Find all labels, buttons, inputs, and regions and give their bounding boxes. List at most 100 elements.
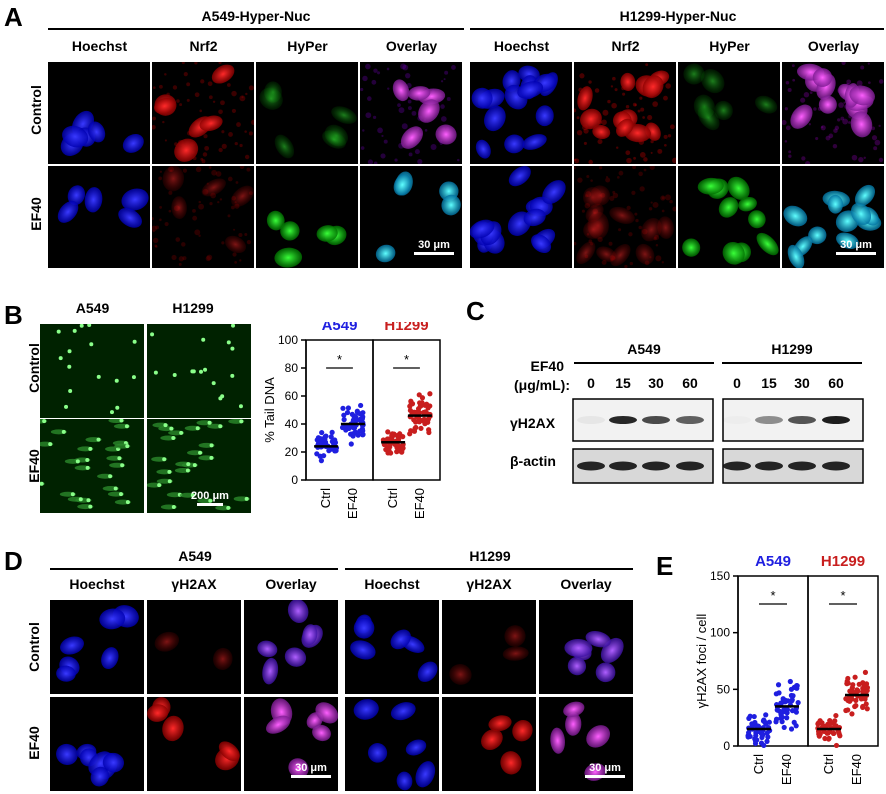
data-point	[389, 432, 395, 438]
group-title: H1299	[384, 322, 428, 334]
panel-c-h2ax-band	[755, 416, 783, 424]
panel-a-group-title-a549: A549-Hyper-Nuc	[201, 8, 311, 24]
panel-c-dose-label: 30	[794, 375, 810, 391]
data-point	[833, 712, 839, 719]
data-point	[387, 444, 393, 450]
panel-c-dose-label: 0	[733, 375, 741, 391]
panel-d-col-hoechst: Hoechst	[69, 576, 125, 592]
significance-mark: *	[404, 352, 409, 367]
y-tick-label: 50	[717, 682, 731, 696]
group-box	[807, 575, 879, 747]
panel-d-scalebar-2: 30 μm	[585, 762, 625, 778]
panel-a-micrograph	[782, 166, 884, 268]
data-point	[755, 723, 762, 729]
x-category-label: EF40	[412, 488, 427, 519]
panel-d-micrograph	[442, 600, 536, 694]
panel-a-micrograph	[470, 62, 572, 164]
y-axis-label: % Tail DNA	[262, 377, 277, 443]
data-point	[341, 417, 347, 423]
panel-c-actin-band	[788, 461, 816, 471]
y-tick-label: 40	[285, 417, 299, 431]
data-point	[400, 434, 406, 440]
panel-c-h2ax-band	[642, 416, 670, 424]
panel-c-band-label-h2ax: γH2AX	[510, 415, 556, 431]
data-point	[752, 736, 758, 742]
panel-d-row-control: Control	[26, 622, 42, 672]
panel-c-dose-label: 60	[828, 375, 844, 391]
panel-c-h2ax-band	[609, 416, 637, 424]
panel-a-row-control: Control	[28, 85, 44, 135]
data-point	[416, 419, 422, 425]
panel-e-label: E	[656, 551, 674, 581]
x-category-label: Ctrl	[821, 754, 836, 774]
data-point	[860, 689, 866, 695]
panel-a-micrograph	[48, 62, 150, 164]
group-box	[372, 339, 441, 481]
data-point	[781, 724, 787, 731]
data-point	[765, 734, 771, 740]
panel-c-actin-band	[577, 461, 605, 471]
data-point	[825, 721, 831, 727]
data-point	[845, 675, 851, 682]
panel-b-comet-image	[147, 324, 251, 418]
panel-d-micrograph	[539, 600, 633, 694]
data-point	[847, 698, 853, 704]
y-tick-label: 80	[285, 361, 299, 375]
data-point	[762, 719, 768, 725]
group-title: A549	[322, 322, 358, 334]
panel-c-actin-band	[609, 461, 637, 471]
panel-d-micrograph	[50, 697, 144, 791]
data-point	[752, 740, 759, 747]
data-point	[778, 700, 784, 706]
panel-a-micrograph	[256, 166, 358, 268]
data-point	[817, 731, 823, 737]
panel-a-micrograph	[360, 166, 462, 268]
data-point	[360, 431, 366, 438]
y-tick-label: 0	[723, 739, 730, 753]
data-point	[400, 445, 406, 451]
panel-c-actin-band	[642, 461, 670, 471]
panel-a-micrograph	[678, 166, 780, 268]
group-title: A549	[755, 556, 791, 570]
data-point	[411, 417, 417, 423]
data-point	[395, 448, 401, 454]
data-point	[764, 730, 770, 736]
panel-a-col-hyper-2: HyPer	[709, 38, 750, 54]
panel-a-micrograph	[678, 62, 780, 164]
significance-mark: *	[337, 352, 342, 367]
panel-a-col-overlay-2: Overlay	[807, 38, 860, 54]
data-point	[843, 707, 849, 714]
data-point	[332, 448, 338, 454]
panel-d-micrograph	[345, 697, 439, 791]
data-point	[357, 411, 363, 417]
data-point	[775, 682, 782, 688]
panel-d-col-overlay-2: Overlay	[560, 576, 612, 592]
data-point	[407, 431, 413, 437]
x-category-label: EF40	[849, 754, 864, 785]
data-point	[764, 738, 770, 744]
panel-a-label: A	[4, 2, 23, 32]
y-tick-label: 0	[291, 473, 298, 487]
panel-c-group-underline-h1299	[722, 362, 862, 364]
panel-c-dose-label: 60	[682, 375, 698, 391]
data-point	[779, 710, 785, 716]
panel-a-scalebar-2: 30 μm	[836, 239, 876, 255]
panel-a-col-hyper: HyPer	[287, 38, 328, 54]
panel-d-micrograph	[345, 600, 439, 694]
data-point	[427, 391, 433, 397]
data-point	[749, 721, 755, 727]
data-point	[425, 419, 431, 425]
data-point	[854, 687, 860, 693]
data-point	[793, 723, 799, 729]
x-category-label: EF40	[779, 754, 794, 785]
panel-a-scalebar-1: 30 μm	[414, 239, 454, 255]
data-point	[751, 713, 757, 720]
data-point	[422, 409, 429, 415]
x-category-label: Ctrl	[751, 754, 766, 774]
data-point	[776, 690, 782, 696]
panel-c-h2ax-band	[723, 416, 751, 424]
x-category-label: EF40	[345, 488, 360, 519]
data-point	[423, 401, 430, 407]
panel-b-comet-image	[40, 324, 144, 418]
panel-a-col-hoechst: Hoechst	[71, 38, 128, 54]
